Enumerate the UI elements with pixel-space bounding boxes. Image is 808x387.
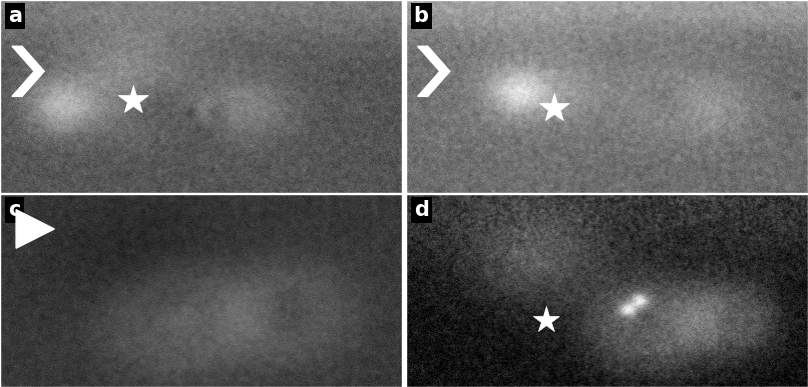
Text: c: c [8, 200, 20, 220]
Text: b: b [414, 6, 429, 26]
Polygon shape [16, 210, 54, 248]
Polygon shape [12, 46, 44, 96]
Text: a: a [8, 6, 22, 26]
Polygon shape [418, 46, 450, 96]
Text: d: d [414, 200, 428, 220]
